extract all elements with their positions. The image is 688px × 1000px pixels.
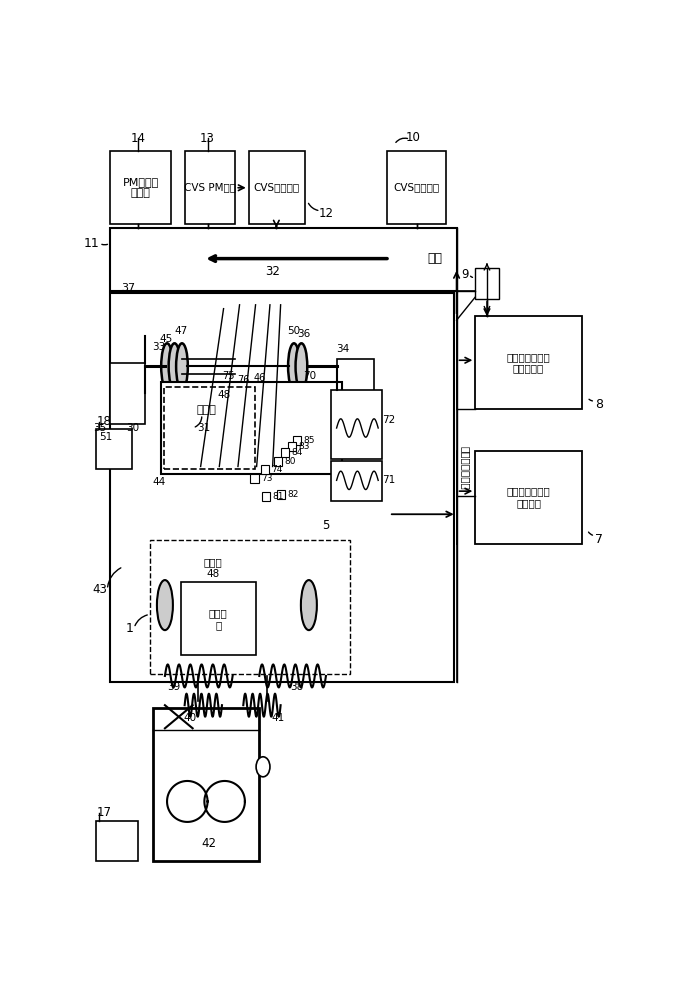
Text: 39: 39 — [167, 682, 181, 692]
Ellipse shape — [169, 343, 180, 389]
Text: 测控单
元: 测控单 元 — [209, 608, 228, 630]
FancyBboxPatch shape — [248, 151, 305, 224]
Text: 82: 82 — [288, 490, 299, 499]
FancyBboxPatch shape — [110, 293, 454, 682]
FancyBboxPatch shape — [336, 359, 374, 420]
FancyBboxPatch shape — [277, 490, 286, 499]
Text: 17: 17 — [96, 806, 111, 820]
Ellipse shape — [176, 343, 188, 389]
Text: 原始发动机排气: 原始发动机排气 — [461, 446, 471, 490]
Text: 36: 36 — [297, 329, 310, 339]
Text: 80: 80 — [284, 457, 296, 466]
FancyBboxPatch shape — [332, 389, 382, 459]
Text: 85: 85 — [303, 436, 315, 445]
Ellipse shape — [157, 580, 173, 630]
Text: 1: 1 — [126, 622, 134, 635]
Text: 35: 35 — [93, 423, 106, 433]
FancyBboxPatch shape — [293, 436, 301, 445]
FancyBboxPatch shape — [96, 821, 138, 861]
Text: 75: 75 — [223, 371, 235, 381]
FancyBboxPatch shape — [161, 382, 342, 474]
Text: 47: 47 — [174, 326, 188, 336]
Text: 81: 81 — [272, 492, 284, 501]
Text: 7: 7 — [595, 533, 603, 546]
FancyBboxPatch shape — [153, 708, 259, 861]
Text: 发动机: 发动机 — [196, 405, 216, 415]
Text: 45: 45 — [160, 334, 173, 344]
Text: 原始排气连续和
分批采样: 原始排气连续和 分批采样 — [506, 487, 550, 508]
Text: 33: 33 — [151, 342, 165, 352]
Ellipse shape — [296, 343, 308, 389]
Text: 50: 50 — [288, 326, 301, 336]
Text: 10: 10 — [406, 131, 421, 144]
FancyBboxPatch shape — [288, 442, 296, 451]
FancyBboxPatch shape — [261, 465, 270, 474]
Text: 42: 42 — [201, 837, 216, 850]
Text: 18: 18 — [96, 415, 111, 428]
Text: 稀释: 稀释 — [428, 252, 443, 265]
Text: 83: 83 — [298, 442, 310, 451]
FancyBboxPatch shape — [250, 474, 259, 483]
FancyBboxPatch shape — [475, 268, 499, 299]
Text: 40: 40 — [184, 713, 197, 723]
FancyBboxPatch shape — [181, 582, 255, 655]
Text: 71: 71 — [382, 475, 395, 485]
FancyBboxPatch shape — [274, 457, 282, 466]
Text: 32: 32 — [265, 265, 280, 278]
Text: 5: 5 — [322, 519, 330, 532]
Text: CVS连续采样: CVS连续采样 — [254, 182, 300, 192]
FancyBboxPatch shape — [475, 316, 582, 409]
Text: 37: 37 — [122, 283, 136, 293]
Text: 12: 12 — [319, 207, 334, 220]
Ellipse shape — [288, 343, 300, 389]
Text: 48: 48 — [217, 390, 230, 400]
Text: 44: 44 — [153, 477, 166, 487]
Text: 13: 13 — [200, 132, 215, 145]
FancyBboxPatch shape — [110, 363, 144, 424]
Text: 31: 31 — [197, 423, 210, 433]
FancyBboxPatch shape — [110, 151, 171, 224]
Text: CVS分批采样: CVS分批采样 — [394, 182, 440, 192]
Text: 70: 70 — [303, 371, 316, 381]
Text: 43: 43 — [92, 583, 107, 596]
FancyBboxPatch shape — [475, 451, 582, 544]
FancyBboxPatch shape — [150, 540, 350, 674]
Text: 73: 73 — [261, 474, 272, 483]
FancyBboxPatch shape — [110, 228, 457, 291]
Text: PM滤波定
与称量: PM滤波定 与称量 — [122, 177, 159, 198]
Text: 14: 14 — [131, 132, 146, 145]
Ellipse shape — [161, 343, 173, 389]
Text: 部分流稀释连续
和分批采样: 部分流稀释连续 和分批采样 — [506, 352, 550, 373]
Circle shape — [256, 757, 270, 777]
Text: 发动机
48: 发动机 48 — [204, 557, 222, 579]
FancyBboxPatch shape — [96, 429, 132, 469]
FancyBboxPatch shape — [387, 151, 446, 224]
Text: 30: 30 — [126, 423, 139, 433]
FancyBboxPatch shape — [262, 492, 270, 501]
FancyBboxPatch shape — [332, 461, 382, 501]
Text: 76: 76 — [237, 375, 250, 385]
Text: 38: 38 — [290, 682, 303, 692]
Text: 41: 41 — [271, 713, 285, 723]
Text: 8: 8 — [595, 398, 603, 411]
FancyBboxPatch shape — [164, 387, 255, 469]
Ellipse shape — [301, 580, 317, 630]
Text: 11: 11 — [83, 237, 99, 250]
Text: 9: 9 — [462, 267, 469, 280]
Text: 51: 51 — [99, 432, 113, 442]
Text: 74: 74 — [272, 465, 283, 474]
Text: 72: 72 — [382, 415, 395, 425]
Text: 34: 34 — [336, 344, 350, 354]
Text: 46: 46 — [253, 373, 266, 383]
FancyBboxPatch shape — [281, 448, 289, 457]
Text: 84: 84 — [291, 448, 303, 457]
FancyBboxPatch shape — [184, 151, 235, 224]
Text: CVS PM采样: CVS PM采样 — [184, 182, 236, 192]
